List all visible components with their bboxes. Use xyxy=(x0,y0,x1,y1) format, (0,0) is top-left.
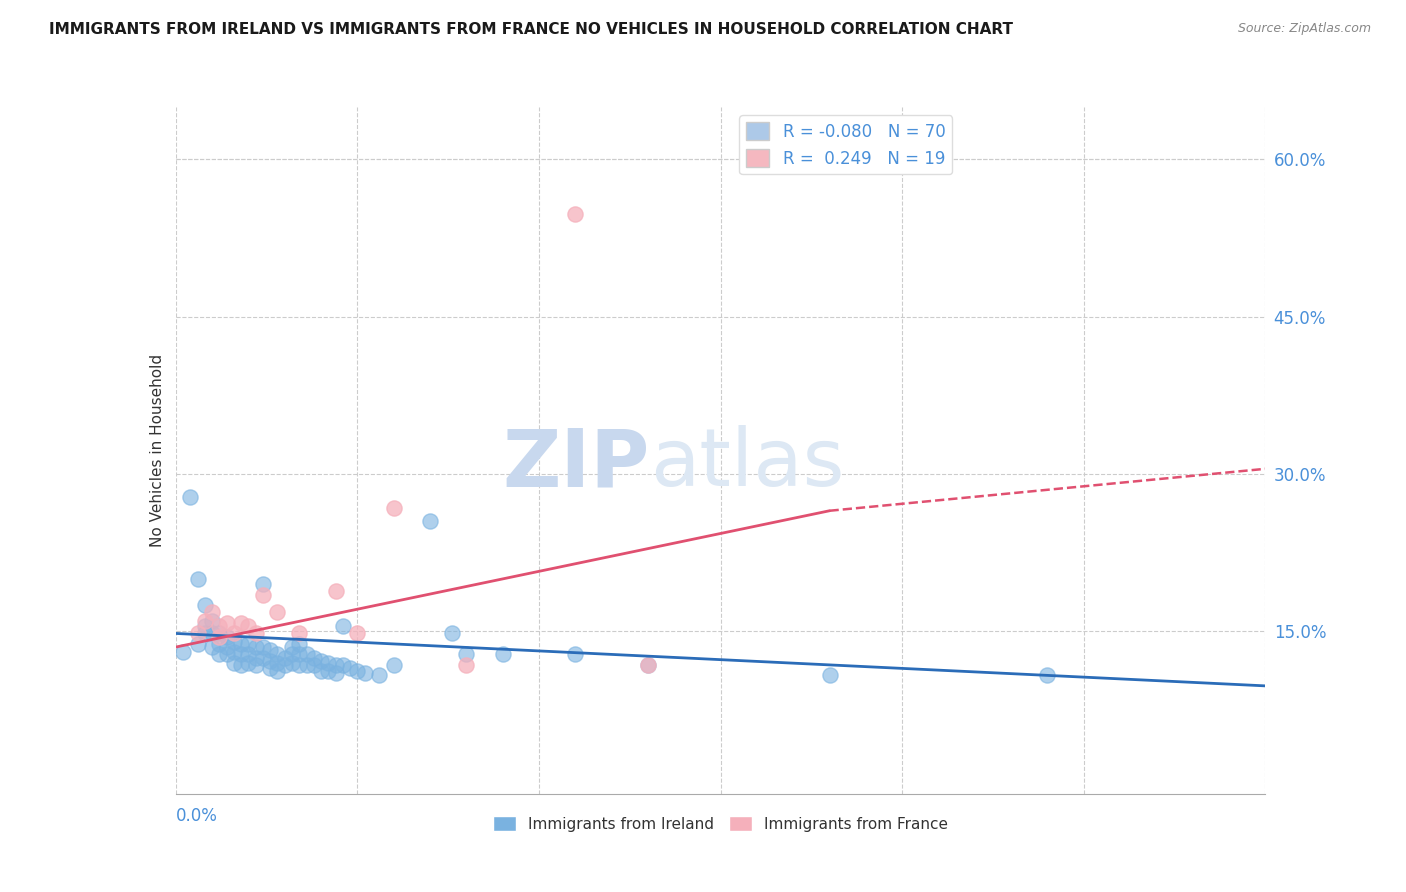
Point xyxy=(266,606,288,620)
Point xyxy=(325,584,347,599)
Point xyxy=(419,514,441,528)
Point xyxy=(309,654,332,668)
Point xyxy=(295,657,318,672)
Point xyxy=(245,626,267,640)
Point xyxy=(238,656,260,670)
Point xyxy=(318,664,340,678)
Point xyxy=(332,657,354,672)
Point xyxy=(194,619,217,633)
Point xyxy=(382,657,405,672)
Point xyxy=(222,656,245,670)
Point xyxy=(456,657,478,672)
Point xyxy=(288,626,311,640)
Point xyxy=(231,657,253,672)
Point xyxy=(245,640,267,654)
Point xyxy=(201,614,224,628)
Point xyxy=(818,668,841,682)
Text: 0.0%: 0.0% xyxy=(176,807,218,825)
Point xyxy=(245,657,267,672)
Point xyxy=(194,626,217,640)
Point xyxy=(222,645,245,659)
Point xyxy=(637,657,659,672)
Point xyxy=(259,654,281,668)
Point xyxy=(382,500,405,515)
Point xyxy=(231,648,253,662)
Point xyxy=(194,598,217,612)
Point xyxy=(208,630,231,644)
Point xyxy=(309,664,332,678)
Point xyxy=(295,648,318,662)
Text: ZIP: ZIP xyxy=(502,425,650,503)
Text: IMMIGRANTS FROM IRELAND VS IMMIGRANTS FROM FRANCE NO VEHICLES IN HOUSEHOLD CORRE: IMMIGRANTS FROM IRELAND VS IMMIGRANTS FR… xyxy=(49,22,1014,37)
Point xyxy=(231,615,253,630)
Point xyxy=(208,626,231,640)
Point xyxy=(274,657,297,672)
Point xyxy=(186,637,209,651)
Point xyxy=(456,648,478,662)
Point xyxy=(281,656,304,670)
Point xyxy=(564,207,586,221)
Point xyxy=(201,626,224,640)
Point xyxy=(245,650,267,665)
Point xyxy=(1036,668,1059,682)
Point xyxy=(440,626,463,640)
Point xyxy=(346,664,368,678)
Point xyxy=(179,490,201,504)
Point xyxy=(172,645,194,659)
Point xyxy=(194,614,217,628)
Text: atlas: atlas xyxy=(650,425,844,503)
Point xyxy=(215,630,238,644)
Point xyxy=(215,615,238,630)
Point xyxy=(259,643,281,657)
Point xyxy=(252,640,274,654)
Point xyxy=(215,648,238,662)
Legend: R = -0.080   N = 70, R =  0.249   N = 19: R = -0.080 N = 70, R = 0.249 N = 19 xyxy=(740,115,952,174)
Point xyxy=(208,619,231,633)
Text: Source: ZipAtlas.com: Source: ZipAtlas.com xyxy=(1237,22,1371,36)
Point xyxy=(288,637,311,651)
Point xyxy=(222,626,245,640)
Point xyxy=(231,637,253,651)
Y-axis label: No Vehicles in Household: No Vehicles in Household xyxy=(149,354,165,547)
Point xyxy=(368,668,391,682)
Point xyxy=(238,619,260,633)
Point xyxy=(274,650,297,665)
Point xyxy=(339,661,361,675)
Point xyxy=(353,666,375,681)
Point xyxy=(325,657,347,672)
Point xyxy=(346,626,368,640)
Point xyxy=(201,640,224,654)
Point xyxy=(266,656,288,670)
Point xyxy=(208,648,231,662)
Point xyxy=(222,635,245,649)
Point xyxy=(302,657,325,672)
Point xyxy=(281,648,304,662)
Point xyxy=(252,650,274,665)
Point xyxy=(259,661,281,675)
Point xyxy=(208,637,231,651)
Point xyxy=(564,648,586,662)
Point xyxy=(302,650,325,665)
Point xyxy=(215,640,238,654)
Point xyxy=(637,657,659,672)
Point xyxy=(186,626,209,640)
Point xyxy=(186,572,209,586)
Point xyxy=(492,648,515,662)
Point xyxy=(252,577,274,591)
Point xyxy=(266,648,288,662)
Point xyxy=(252,588,274,602)
Point xyxy=(288,657,311,672)
Point xyxy=(325,666,347,681)
Point xyxy=(288,648,311,662)
Point xyxy=(238,648,260,662)
Point xyxy=(201,606,224,620)
Point xyxy=(332,619,354,633)
Point xyxy=(266,664,288,678)
Point xyxy=(281,640,304,654)
Point xyxy=(318,656,340,670)
Point xyxy=(238,637,260,651)
